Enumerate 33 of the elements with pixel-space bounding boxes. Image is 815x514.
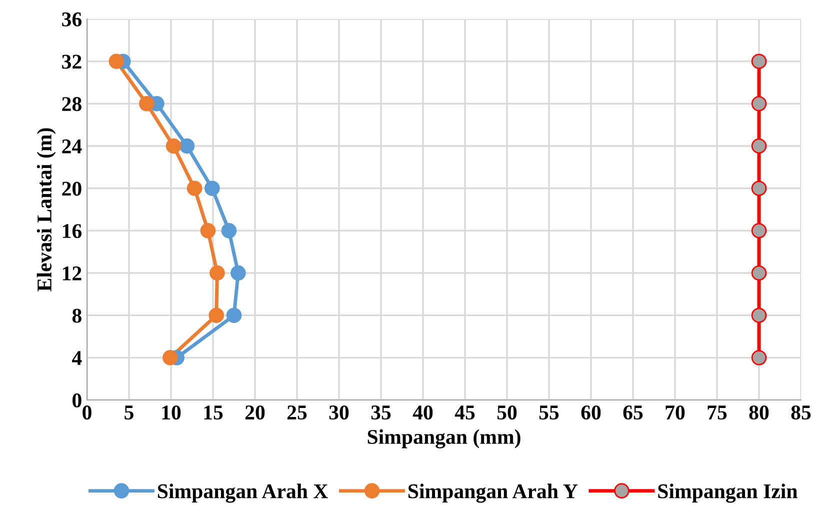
y-tick-label: 28 <box>62 97 82 112</box>
y-tick-label: 16 <box>62 224 82 238</box>
x-axis-title: Simpangan (mm) <box>368 429 520 448</box>
y-tick-label: 0 <box>72 393 82 408</box>
x-tick-label: 75 <box>708 406 727 420</box>
legend-label: Simpangan Arah X <box>158 484 328 503</box>
y-tick-label: 20 <box>62 182 82 196</box>
x-tick-label: 20 <box>245 405 265 420</box>
y-tick-label: 32 <box>62 54 82 69</box>
x-tick-label: 40 <box>412 405 433 420</box>
x-tick-label: 80 <box>749 405 769 420</box>
x-tick-label: 25 <box>287 406 307 420</box>
x-tick-label: 45 <box>454 406 475 420</box>
y-tick-label: 24 <box>62 139 82 154</box>
x-tick-label: 60 <box>581 405 601 420</box>
legend-label: Simpangan Izin <box>658 484 798 503</box>
x-tick-label: 85 <box>791 405 811 420</box>
y-axis-title: Elevasi Lantai (m) <box>36 128 56 292</box>
x-tick-label: 5 <box>124 406 134 420</box>
y-tick-label: 36 <box>62 12 82 26</box>
y-tick-label: 12 <box>62 266 82 280</box>
x-tick-label: 30 <box>329 405 349 420</box>
x-tick-label: 0 <box>82 405 92 420</box>
y-tick-label: 4 <box>72 351 82 365</box>
x-tick-label: 15 <box>204 406 223 420</box>
x-tick-label: 70 <box>666 405 685 420</box>
x-tick-label: 55 <box>539 406 559 420</box>
y-tick-label: 8 <box>72 308 82 323</box>
x-tick-label: 50 <box>497 405 517 420</box>
x-tick-label: 10 <box>162 405 181 420</box>
x-tick-label: 65 <box>623 406 643 420</box>
x-tick-label: 35 <box>371 406 391 420</box>
legend-label: Simpangan Arah Y <box>408 484 578 503</box>
